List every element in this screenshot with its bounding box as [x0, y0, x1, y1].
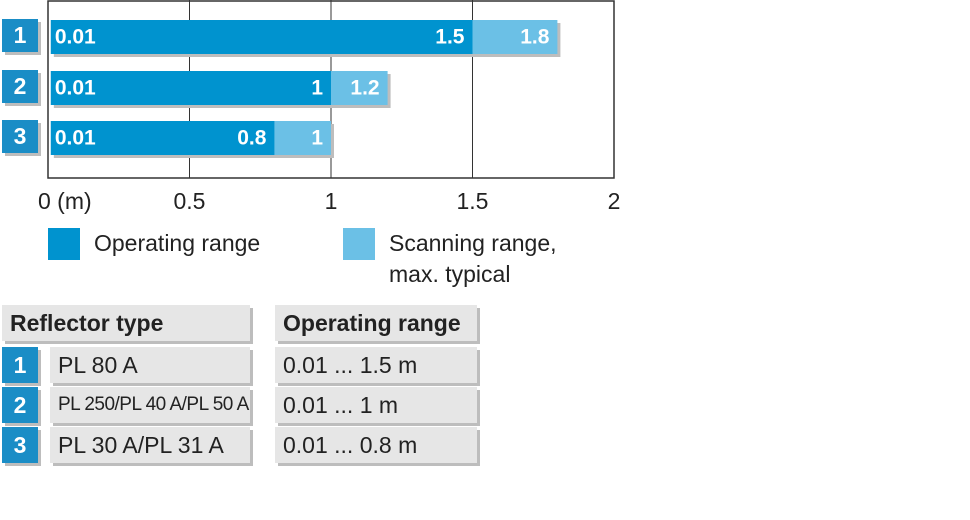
reflector-type: PL 250/PL 40 A/PL 50 A [50, 387, 250, 423]
data-label: 0.01 [55, 127, 96, 150]
row-badge [2, 19, 38, 52]
x-tick-label: 0.5 [174, 188, 206, 214]
table-header: Reflector type [2, 305, 250, 341]
operating-bar [50, 71, 331, 105]
table-header: Operating range [275, 305, 477, 341]
x-tick-label: 1.5 [457, 188, 489, 214]
x-tick-label: 2 [608, 188, 621, 214]
data-label: 1 [311, 77, 323, 100]
legend-swatch [48, 228, 80, 260]
data-label: 0.01 [55, 26, 96, 49]
row-badge [2, 120, 38, 153]
data-label: 0.8 [237, 127, 267, 150]
row-number: 3 [2, 427, 38, 463]
chart: 0 (m) 0.5 1 1.5 2 1 0.01 1.5 1.8 2 0.01 1 1.2 3 0.01 0.… [2, 0, 621, 214]
category-label: 3 [14, 123, 27, 149]
category-label: 1 [14, 22, 27, 48]
legend-item: Scanning range, max. typical [343, 228, 593, 290]
operating-range: 0.01 ... 1.5 m [275, 347, 477, 383]
row-number: 1 [2, 347, 38, 383]
operating-range: 0.01 ... 1 m [275, 387, 477, 423]
data-label: 1 [311, 127, 323, 150]
category-label: 2 [14, 73, 27, 99]
x-tick-label: 0 (m) [38, 188, 92, 214]
operating-range: 0.01 ... 0.8 m [275, 427, 477, 463]
data-label: 1.8 [520, 26, 550, 49]
legend-label: Operating range [94, 230, 261, 256]
operating-bar [50, 121, 275, 155]
row-badge [2, 70, 38, 103]
operating-bar [50, 20, 473, 54]
data-label: 0.01 [55, 77, 96, 100]
data-label: 1.5 [435, 26, 465, 49]
legend-item: Operating range [48, 228, 260, 260]
x-tick-label: 1 [325, 188, 338, 214]
reflector-type: PL 80 A [50, 347, 250, 383]
reflector-type: PL 30 A/PL 31 A [50, 427, 250, 463]
legend-label: Scanning range, max. typical [389, 230, 557, 287]
row-number: 2 [2, 387, 38, 423]
legend-swatch [343, 228, 375, 260]
data-label: 1.2 [350, 77, 379, 100]
